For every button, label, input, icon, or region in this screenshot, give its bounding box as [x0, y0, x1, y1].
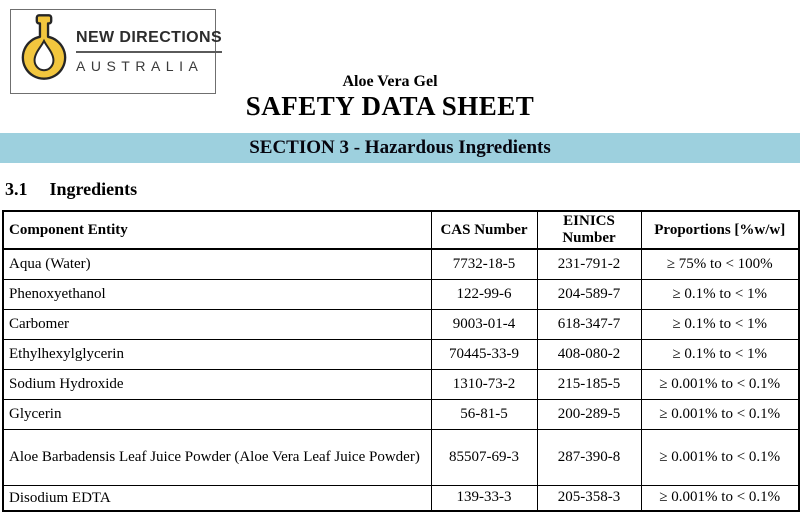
logo-text: NEW DIRECTIONS AUSTRALIA — [76, 29, 223, 74]
subsection-number: 3.1 — [5, 179, 28, 199]
cell-component: Glycerin — [2, 398, 432, 430]
cell-cas: 9003-01-4 — [430, 308, 538, 340]
cell-proportion: ≥ 0.1% to < 1% — [640, 278, 800, 310]
cell-einics: 618-347-7 — [536, 308, 642, 340]
cell-cas: 70445-33-9 — [430, 338, 538, 370]
cell-component: Ethylhexylglycerin — [2, 338, 432, 370]
cell-einics: 205-358-3 — [536, 484, 642, 512]
product-name: Aloe Vera Gel — [342, 73, 438, 90]
table-row: Aqua (Water) 7732-18-5 231-791-2 ≥ 75% t… — [2, 248, 800, 280]
cell-proportion: ≥ 0.001% to < 0.1% — [640, 484, 800, 512]
cell-component: Aloe Barbadensis Leaf Juice Powder (Aloe… — [2, 428, 432, 486]
company-logo: NEW DIRECTIONS AUSTRALIA — [10, 9, 223, 94]
brand-region: AUSTRALIA — [76, 58, 204, 74]
cell-component: Disodium EDTA — [2, 484, 432, 512]
subsection-heading: 3.1 Ingredients — [5, 179, 137, 200]
cell-proportion: ≥ 0.001% to < 0.1% — [640, 428, 800, 486]
cell-einics: 231-791-2 — [536, 248, 642, 280]
cell-component: Aqua (Water) — [2, 248, 432, 280]
cell-einics: 215-185-5 — [536, 368, 642, 400]
cell-cas: 1310-73-2 — [430, 368, 538, 400]
table-row: Glycerin 56-81-5 200-289-5 ≥ 0.001% to <… — [2, 398, 800, 430]
cell-proportion: ≥ 0.001% to < 0.1% — [640, 398, 800, 430]
table-row: Sodium Hydroxide 1310-73-2 215-185-5 ≥ 0… — [2, 368, 800, 400]
table-header-row: Component Entity CAS Number EINICS Numbe… — [2, 210, 800, 250]
column-header-proportions: Proportions [%w/w] — [640, 210, 800, 250]
ingredients-table: Component Entity CAS Number EINICS Numbe… — [2, 210, 800, 512]
cell-cas: 56-81-5 — [430, 398, 538, 430]
logo-divider-line — [76, 51, 223, 53]
cell-proportion: ≥ 0.001% to < 0.1% — [640, 368, 800, 400]
cell-cas: 85507-69-3 — [430, 428, 538, 486]
subsection-title: Ingredients — [49, 179, 138, 199]
section-banner-label: SECTION 3 - Hazardous Ingredients — [249, 137, 551, 158]
table-row: Disodium EDTA 139-33-3 205-358-3 ≥ 0.001… — [2, 484, 800, 512]
cell-einics: 408-080-2 — [536, 338, 642, 370]
cell-proportion: ≥ 0.1% to < 1% — [640, 338, 800, 370]
table-row: Aloe Barbadensis Leaf Juice Powder (Aloe… — [2, 428, 800, 486]
cell-component: Carbomer — [2, 308, 432, 340]
column-header-component: Component Entity — [2, 210, 432, 250]
bottle-droplet-icon — [17, 13, 71, 91]
cell-proportion: ≥ 0.1% to < 1% — [640, 308, 800, 340]
cell-component: Sodium Hydroxide — [2, 368, 432, 400]
cell-component: Phenoxyethanol — [2, 278, 432, 310]
table-row: Ethylhexylglycerin 70445-33-9 408-080-2 … — [2, 338, 800, 370]
brand-name: NEW DIRECTIONS — [76, 29, 223, 46]
cell-einics: 204-589-7 — [536, 278, 642, 310]
section-banner: SECTION 3 - Hazardous Ingredients — [0, 133, 800, 163]
cell-einics: 287-390-8 — [536, 428, 642, 486]
column-header-einics: EINICS Number — [536, 210, 642, 250]
document-title: SAFETY DATA SHEET — [245, 91, 535, 121]
cell-cas: 7732-18-5 — [430, 248, 538, 280]
cell-proportion: ≥ 75% to < 100% — [640, 248, 800, 280]
cell-einics: 200-289-5 — [536, 398, 642, 430]
table-row: Carbomer 9003-01-4 618-347-7 ≥ 0.1% to <… — [2, 308, 800, 340]
cell-cas: 122-99-6 — [430, 278, 538, 310]
document-header: Aloe Vera Gel SAFETY DATA SHEET — [0, 72, 780, 121]
table-row: Phenoxyethanol 122-99-6 204-589-7 ≥ 0.1%… — [2, 278, 800, 310]
column-header-cas: CAS Number — [430, 210, 538, 250]
cell-cas: 139-33-3 — [430, 484, 538, 512]
